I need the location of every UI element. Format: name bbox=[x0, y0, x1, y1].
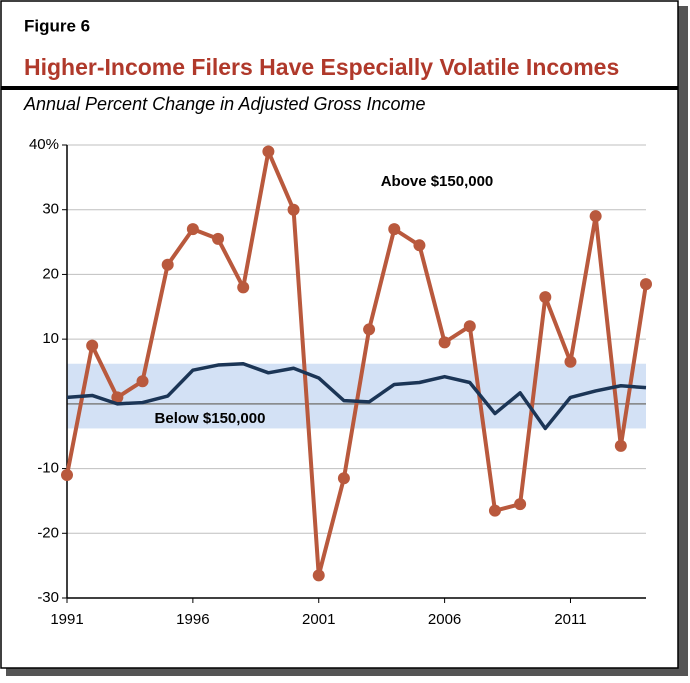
data-point bbox=[136, 375, 149, 388]
data-point bbox=[614, 439, 627, 452]
data-point bbox=[111, 391, 124, 404]
data-point bbox=[161, 258, 174, 271]
y-tick-label: 10 bbox=[42, 330, 59, 347]
data-point bbox=[564, 355, 577, 368]
series-line bbox=[66, 361, 647, 431]
data-point bbox=[388, 223, 401, 236]
x-tick-label: 1996 bbox=[176, 611, 209, 628]
data-point bbox=[212, 232, 225, 245]
data-point bbox=[438, 336, 451, 349]
data-point bbox=[363, 323, 376, 336]
series-line bbox=[65, 149, 648, 578]
series-label: Above $150,000 bbox=[381, 173, 494, 190]
x-tick-label: 2011 bbox=[554, 611, 586, 628]
data-point bbox=[640, 278, 652, 291]
x-tick-label: 2001 bbox=[302, 611, 335, 628]
data-point bbox=[312, 569, 325, 582]
y-tick-label: 20 bbox=[42, 265, 59, 282]
chart-subtitle: Annual Percent Change in Adjusted Gross … bbox=[23, 94, 426, 114]
data-point bbox=[589, 210, 602, 223]
data-point bbox=[539, 291, 552, 304]
y-tick-label: -20 bbox=[37, 524, 59, 541]
y-tick-label: 40% bbox=[29, 136, 59, 153]
frame bbox=[0, 0, 679, 669]
data-point bbox=[287, 203, 300, 216]
y-tick-label: 30 bbox=[42, 201, 59, 218]
data-point bbox=[514, 498, 527, 511]
data-point bbox=[463, 320, 476, 333]
data-point bbox=[488, 504, 501, 517]
data-point bbox=[186, 223, 199, 236]
data-point bbox=[86, 339, 99, 352]
y-tick-label: -30 bbox=[37, 589, 59, 606]
series-label: Below $150,000 bbox=[155, 410, 266, 427]
y-tick-label: -10 bbox=[37, 460, 59, 477]
data-point bbox=[413, 239, 426, 252]
data-point bbox=[262, 145, 275, 158]
x-tick-label: 2006 bbox=[428, 611, 461, 628]
data-point bbox=[337, 472, 350, 485]
chart-title: Higher-Income Filers Have Especially Vol… bbox=[24, 54, 619, 80]
x-tick-label: 1991 bbox=[50, 611, 83, 628]
data-point bbox=[237, 281, 250, 294]
title-rule bbox=[1, 86, 678, 90]
data-point bbox=[61, 469, 73, 482]
figure-label: Figure 6 bbox=[24, 16, 90, 35]
